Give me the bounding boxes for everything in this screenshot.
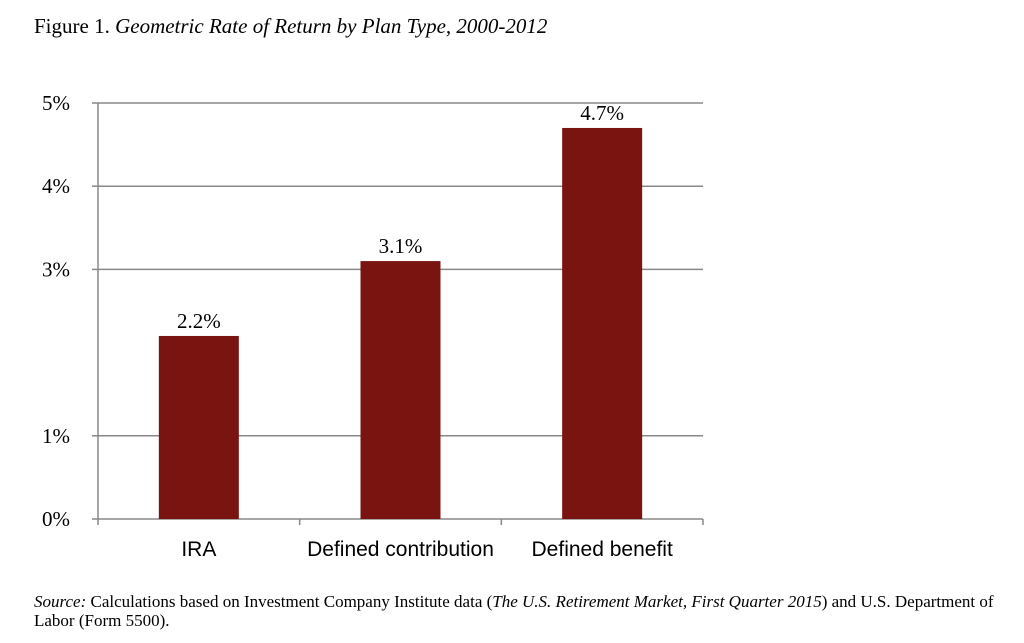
category-label: Defined contribution <box>307 538 494 561</box>
data-label: 3.1% <box>379 234 423 258</box>
y-tick-label: 5% <box>42 91 70 115</box>
y-tick-label: 3% <box>42 257 70 281</box>
y-tick-label: 4% <box>42 174 70 198</box>
y-tick-label: 0% <box>42 507 70 531</box>
y-tick-label: 1% <box>42 424 70 448</box>
category-label: Defined benefit <box>532 538 673 561</box>
figure-title-text: Geometric Rate of Return by Plan Type, 2… <box>115 14 548 38</box>
bar-chart: 0% 1% 3% 4% 5% 2.2% IRA 3.1% Defined contributio… <box>42 91 704 561</box>
figure-title: Figure 1. Geometric Rate of Return by Pl… <box>34 14 547 39</box>
bar-defined-benefit <box>562 127 643 520</box>
source-note: Source: Calculations based on Investment… <box>34 592 1019 630</box>
source-italic-ref: The U.S. Retirement Market, First Quarte… <box>492 592 822 611</box>
data-label: 2.2% <box>177 309 221 333</box>
bar-ira <box>158 335 239 519</box>
figure-label: Figure 1. <box>34 14 110 38</box>
data-label: 4.7% <box>580 101 624 125</box>
bar-defined-contribution <box>360 261 441 519</box>
category-label: IRA <box>181 538 216 561</box>
source-text-1: Calculations based on Investment Company… <box>90 592 493 611</box>
source-text-2: ) and U.S. Department of Labor (Form 550… <box>34 592 994 630</box>
source-lead: Source: <box>34 592 87 611</box>
